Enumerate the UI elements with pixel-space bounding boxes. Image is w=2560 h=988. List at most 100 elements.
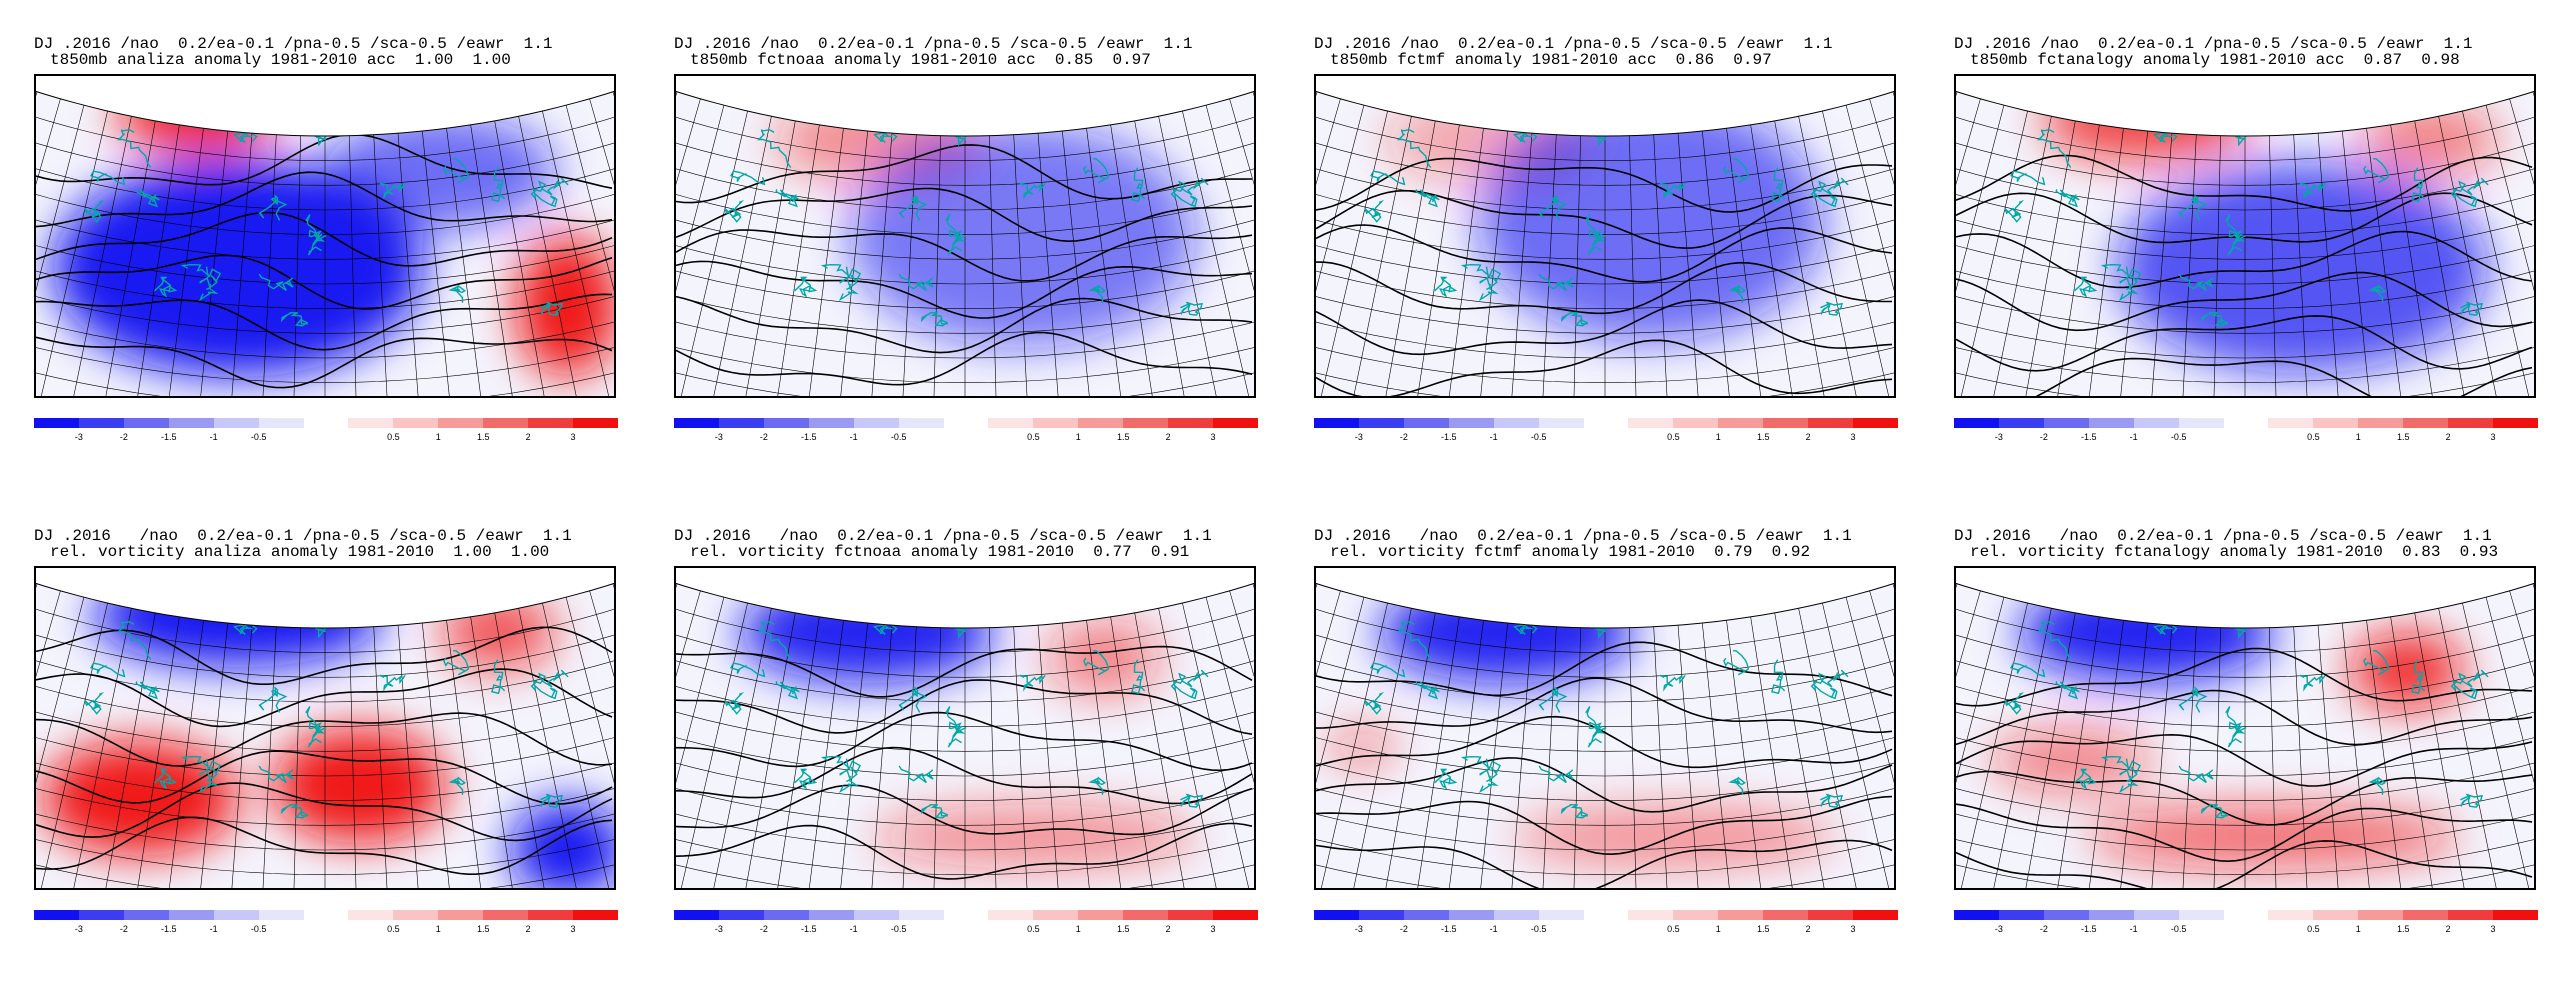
map-canvas [1316, 576, 1894, 888]
warm-anomaly-area [2360, 101, 2500, 179]
colorbar-tick-label: 1 [1715, 924, 1721, 934]
colorbar-swatch [168, 418, 215, 428]
warm-anomaly-area [872, 804, 1197, 869]
colorbar-tick-label: 1 [1075, 432, 1081, 442]
colorbar-tick-label: 2 [2445, 924, 2451, 934]
colorbar-swatch [1583, 418, 1629, 428]
colorbar-tick-label: 3 [1210, 432, 1216, 442]
colorbar-tick-label: -2 [119, 924, 128, 934]
colorbar-swatch [2178, 910, 2225, 920]
colorbar-tick-label: -1 [209, 432, 218, 442]
map-sector [1316, 576, 1894, 888]
colorbar-tick-label: -2 [759, 924, 768, 934]
colorbar-tick-label: -0.5 [1530, 432, 1547, 442]
colorbar-swatch [258, 418, 305, 428]
colorbar-tick-label: -1.5 [1441, 924, 1457, 934]
colorbar-tick-label: 2 [1165, 924, 1171, 934]
map-panel-t850-fctanalogy: DJ .2016 /nao 0.2/ea-0.1 /pna-0.5 /sca-0… [1946, 36, 2546, 486]
panel-title: DJ .2016 /nao 0.2/ea-0.1 /pna-0.5 /sca-0… [34, 36, 634, 68]
colorbar-swatch [1448, 910, 1495, 920]
colorbar: -3 -2 -1.5 -1 -0.5 0.5 1 1.5 2 3 [1314, 910, 1899, 940]
colorbar-swatch [1403, 910, 1450, 920]
colorbar-swatch [853, 418, 900, 428]
colorbar-tick-label: -0.5 [2170, 924, 2187, 934]
colorbar-swatch [2403, 418, 2449, 428]
title-line-1: DJ .2016 /nao 0.2/ea-0.1 /pna-0.5 /sca-0… [34, 35, 553, 53]
coastlines [1364, 589, 1849, 819]
colorbar-tick-label: 0.5 [1027, 432, 1040, 442]
colorbar-swatch [718, 418, 765, 428]
colorbar-tick-label: -1 [849, 432, 858, 442]
colorbar-swatch [573, 910, 619, 920]
colorbar-swatch [1998, 910, 2045, 920]
colorbar-swatch [1448, 418, 1495, 428]
map-sector [1956, 576, 2534, 888]
colorbar-tick-label: -3 [1354, 432, 1363, 442]
colorbar-tick-label: 3 [1850, 432, 1856, 442]
colorbar-tick-label: -1 [849, 924, 858, 934]
colorbar-swatch [1314, 418, 1360, 428]
map-frame [1314, 566, 1896, 890]
map-frame [34, 566, 616, 890]
colorbar-swatch [2043, 910, 2090, 920]
colorbar-swatch [943, 418, 989, 428]
colorbar-swatch [1954, 418, 2000, 428]
colorbar-tick-label: -1 [209, 924, 218, 934]
colorbar-swatch [1168, 910, 1214, 920]
title-line-1: DJ .2016 /nao 0.2/ea-0.1 /pna-0.5 /sca-0… [1954, 527, 2492, 545]
warm-anomaly-area [2088, 804, 2459, 869]
colorbar-tick-label: 1 [435, 432, 441, 442]
colorbar: -3 -2 -1.5 -1 -0.5 0.5 1 1.5 2 3 [674, 910, 1259, 940]
colorbar-swatch [213, 910, 260, 920]
colorbar-tick-label: -1.5 [1441, 432, 1457, 442]
colorbar-swatch [853, 910, 900, 920]
map-canvas [36, 84, 614, 396]
colorbar-tick-label: -2 [1399, 924, 1408, 934]
colorbar-swatch [988, 910, 1034, 920]
title-line-1: DJ .2016 /nao 0.2/ea-0.1 /pna-0.5 /sca-0… [674, 527, 1212, 545]
graticule [676, 91, 1254, 396]
title-line-1: DJ .2016 /nao 0.2/ea-0.1 /pna-0.5 /sca-0… [1954, 35, 2473, 53]
colorbar-tick-label: -3 [1354, 924, 1363, 934]
colorbar-tick-label: -3 [74, 924, 83, 934]
colorbar-swatch [168, 910, 215, 920]
colorbar-swatch [1538, 910, 1585, 920]
colorbar-swatch [1123, 418, 1169, 428]
colorbar-swatch [213, 418, 260, 428]
colorbar-swatch [1583, 910, 1629, 920]
colorbar-tick-label: -2 [759, 432, 768, 442]
colorbar-swatch [2088, 418, 2135, 428]
colorbar-swatch [2043, 418, 2090, 428]
colorbar-tick-label: 2 [525, 924, 531, 934]
cold-anomaly-area [509, 801, 614, 888]
colorbar-swatch [2313, 910, 2359, 920]
colorbar-swatch [303, 418, 349, 428]
map-panel-vort-analiza: DJ .2016 /nao 0.2/ea-0.1 /pna-0.5 /sca-0… [26, 528, 626, 978]
colorbar-tick-label: 1.5 [476, 432, 490, 442]
colorbar-tick-label: 3 [1850, 924, 1856, 934]
contour-lines [1316, 641, 1893, 888]
map-panel-vort-fctanalogy: DJ .2016 /nao 0.2/ea-0.1 /pna-0.5 /sca-0… [1946, 528, 2546, 978]
colorbar-swatch [1538, 418, 1585, 428]
colorbar-tick-label: 0.5 [1027, 924, 1040, 934]
colorbar-swatch [78, 418, 125, 428]
colorbar-swatch [898, 910, 945, 920]
colorbar-tick-label: -2 [2039, 924, 2048, 934]
colorbar-swatch [528, 418, 574, 428]
colorbar-swatch [1763, 418, 1809, 428]
title-line-2: t850mb fctnoaa anomaly 1981-2010 acc 0.8… [690, 51, 1151, 69]
colorbar-tick-label: -3 [714, 432, 723, 442]
title-line-1: DJ .2016 /nao 0.2/ea-0.1 /pna-0.5 /sca-0… [674, 35, 1193, 53]
coastlines [724, 589, 1209, 819]
colorbar-swatch [2268, 910, 2314, 920]
title-line-2: rel. vorticity fctnoaa anomaly 1981-2010… [690, 543, 1190, 561]
colorbar-tick-label: -0.5 [2170, 432, 2187, 442]
map-canvas [676, 576, 1254, 888]
warm-anomaly-area [2349, 632, 2465, 709]
colorbar-tick-label: -0.5 [250, 432, 267, 442]
colorbar-swatch [1763, 910, 1809, 920]
warm-anomaly-area [41, 740, 239, 856]
colorbar-tick-label: -2 [1399, 432, 1408, 442]
colorbar: -3 -2 -1.5 -1 -0.5 0.5 1 1.5 2 3 [34, 418, 619, 448]
colorbar-swatch [1033, 418, 1079, 428]
